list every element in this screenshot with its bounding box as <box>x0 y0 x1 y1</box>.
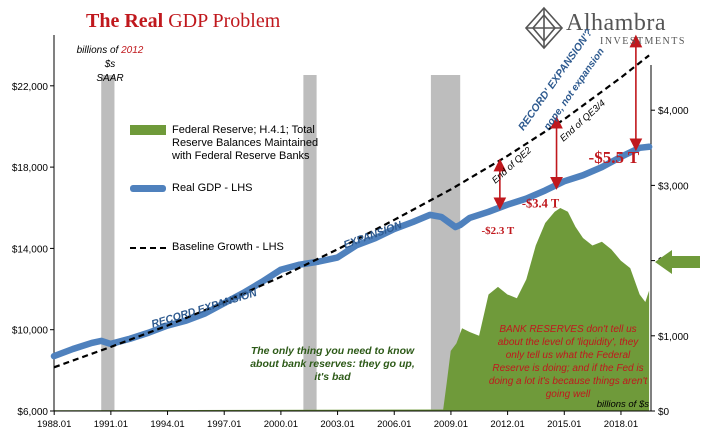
y-right-tick-label-3: $3,000 <box>658 181 689 192</box>
legend-baseline: Baseline Growth - LHS <box>130 241 284 254</box>
x-tick-label-0: 1988.01 <box>37 419 71 430</box>
y-left-tick-label-0: $6,000 <box>17 407 48 418</box>
reserves-area <box>54 207 650 411</box>
x-tick-label-5: 2003.01 <box>320 419 354 430</box>
y-left-tick-label-3: $18,000 <box>12 163 49 174</box>
series-lines <box>50 54 653 369</box>
page-title: The Real GDP Problem <box>86 10 280 33</box>
legend-gdp: Real GDP - LHS <box>130 182 253 195</box>
x-tick-label-1: 1991.01 <box>94 419 128 430</box>
gdp-line <box>50 143 653 360</box>
gap-label-0: -$2.3 T <box>481 225 514 237</box>
bank-reserves-green-note: The only thing you need to know about ba… <box>250 345 415 383</box>
recession-bar-0 <box>101 75 115 411</box>
x-tick-label-7: 2009.01 <box>434 419 468 430</box>
y-left-tick-label-1: $10,000 <box>12 326 49 337</box>
legend-gdp-swatch <box>130 185 166 192</box>
y-right-tick-label-0: $0 <box>658 407 670 418</box>
green-arrow-icon <box>655 250 700 274</box>
reserves-area-path <box>54 207 650 411</box>
logo-subtitle: INVESTMENTS <box>600 36 686 47</box>
x-tick-label-9: 2015.01 <box>547 419 581 430</box>
legend-gdp-label: Real GDP - LHS <box>172 182 253 194</box>
legend-baseline-swatch <box>130 247 166 249</box>
gap-label-2: -$5.5 T <box>589 148 640 167</box>
alhambra-logo: Alhambra INVESTMENTS <box>524 6 700 52</box>
gap-label-1: -$3.4 T <box>522 196 560 210</box>
gap-arrows: -$2.3 T -$3.4 T -$5.5 T <box>481 34 700 274</box>
y-right-tick-label-1: $1,000 <box>658 332 689 343</box>
unit-year: 2012 <box>121 45 144 56</box>
x-tick-label-2: 1994.01 <box>150 419 184 430</box>
baseline-line <box>53 54 650 369</box>
logo-name: Alhambra <box>566 10 666 36</box>
legend-reserves-swatch <box>130 125 166 135</box>
title-part-1: The Real <box>86 10 164 32</box>
recession-bar-1 <box>303 75 317 411</box>
x-tick-label-10: 2018.01 <box>604 419 638 430</box>
unit-saar: SAAR <box>96 73 124 84</box>
unit-prefix: billions of <box>76 45 119 56</box>
y-left-tick-label-4: $22,000 <box>12 82 49 93</box>
unit-suffix: $s <box>104 59 116 70</box>
diamond-logo-icon <box>524 6 564 50</box>
left-axis-unit-note: billions of 2012 $s SAAR <box>70 44 150 86</box>
x-tick-label-4: 2000.01 <box>264 419 298 430</box>
y-right-tick-label-4: $4,000 <box>658 106 689 117</box>
bank-reserves-red-note: BANK RESERVES don't tell us about the le… <box>488 324 648 400</box>
x-tick-label-6: 2006.01 <box>377 419 411 430</box>
legend-reserves-label: Federal Reserve; H.4.1; Total Reserve Ba… <box>172 124 319 162</box>
x-tick-label-8: 2012.01 <box>490 419 524 430</box>
y-left-tick-label-2: $14,000 <box>12 244 49 255</box>
x-tick-label-3: 1997.01 <box>207 419 241 430</box>
right-axis-unit-label: billions of $s <box>597 399 650 410</box>
title-part-2: GDP Problem <box>168 10 281 32</box>
legend-baseline-label: Baseline Growth - LHS <box>172 241 284 253</box>
legend-reserves: Federal Reserve; H.4.1; Total Reserve Ba… <box>130 124 322 163</box>
